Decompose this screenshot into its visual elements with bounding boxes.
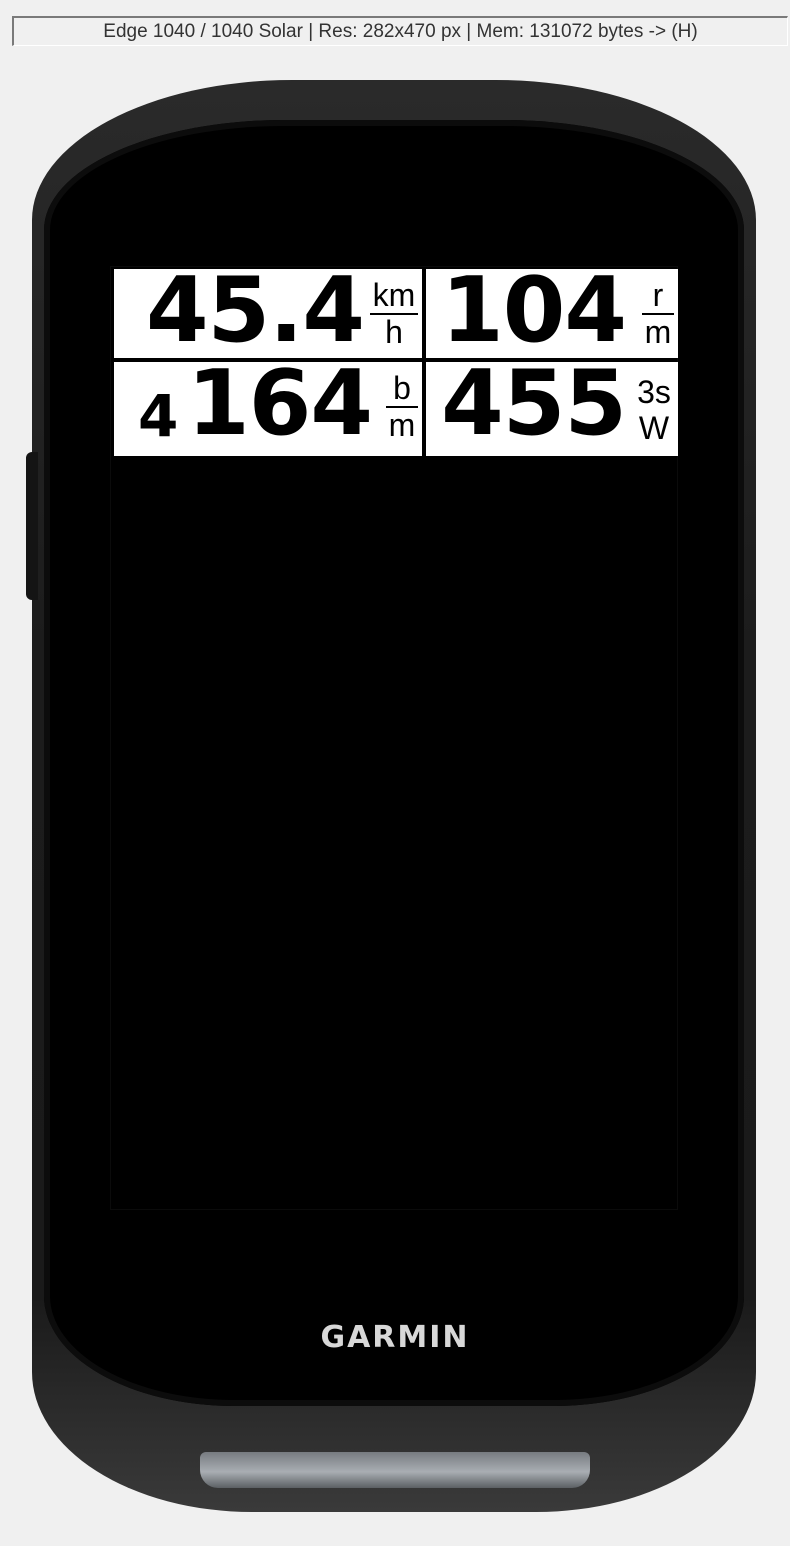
speed-value: 45.4 [145,269,365,358]
heart-rate-value: 164 [187,362,373,456]
garmin-logo: GARMIN [320,1320,470,1355]
cadence-unit-denominator: m [644,314,672,350]
heart-rate-field[interactable]: 4 164 b m [114,362,422,456]
speed-unit-numerator: km [372,277,416,313]
device-screen[interactable]: 45.4 km h 104 r m 4 164 b m 455 3s W [110,266,678,1210]
simulator-status-bar: Edge 1040 / 1040 Solar | Res: 282x470 px… [12,16,788,46]
speed-unit-fraction-bar [370,313,418,315]
power-value: 455 [441,362,627,456]
power-unit-averaging: 3s [637,374,671,410]
speed-field[interactable]: 45.4 km h [114,269,422,358]
speed-unit: km h [370,279,418,348]
heart-rate-unit-denominator: m [388,407,416,443]
simulator-status-text: Edge 1040 / 1040 Solar | Res: 282x470 px… [103,20,698,42]
heart-rate-zone: 4 [138,382,179,450]
cadence-unit-numerator: r [652,277,664,313]
cadence-unit: r m [642,279,674,348]
cadence-unit-fraction-bar [642,313,674,315]
speed-unit-denominator: h [385,314,403,350]
heart-rate-unit-fraction-bar [386,406,418,408]
heart-rate-unit-numerator: b [393,370,411,406]
cadence-field[interactable]: 104 r m [426,269,678,358]
power-unit: 3s W [634,376,674,444]
power-unit-label: W [638,410,670,446]
device-side-button[interactable] [26,452,38,600]
device-bottom-lip [200,1452,590,1488]
power-field[interactable]: 455 3s W [426,362,678,456]
cadence-value: 104 [441,269,627,358]
heart-rate-unit: b m [386,372,418,441]
